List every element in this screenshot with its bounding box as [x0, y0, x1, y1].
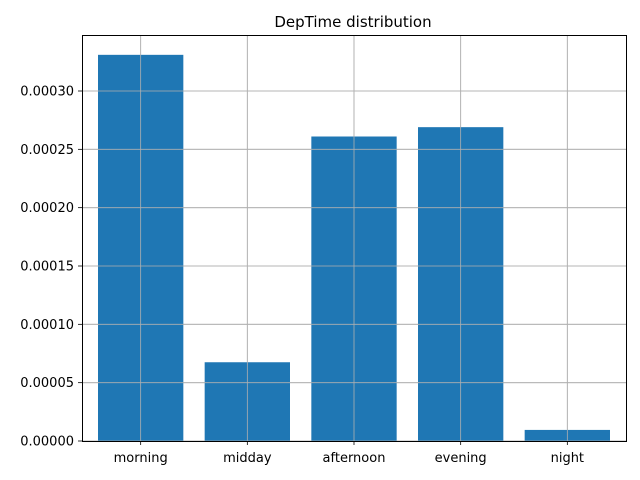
- y-tick-label: 0.00005: [20, 376, 74, 391]
- plot-frame: [82, 35, 627, 442]
- y-tick-label: 0.00025: [20, 143, 74, 158]
- y-tick-label: 0.00000: [20, 435, 74, 450]
- x-tick-label: morning: [114, 451, 168, 466]
- chart-title: DepTime distribution: [274, 13, 431, 31]
- x-tick-label: midday: [223, 451, 272, 466]
- x-tick-label: afternoon: [323, 451, 386, 466]
- y-tick-label: 0.00030: [20, 85, 74, 100]
- axes: morning midday afternoon evening night 0.0000…: [20, 85, 584, 467]
- y-tick-label: 0.00015: [20, 260, 74, 275]
- y-tick-label: 0.00020: [20, 201, 74, 216]
- x-tick-label: evening: [435, 451, 487, 466]
- y-tick-label: 0.00010: [20, 318, 74, 333]
- bars: [82, 35, 626, 442]
- x-tick-label: night: [551, 451, 584, 466]
